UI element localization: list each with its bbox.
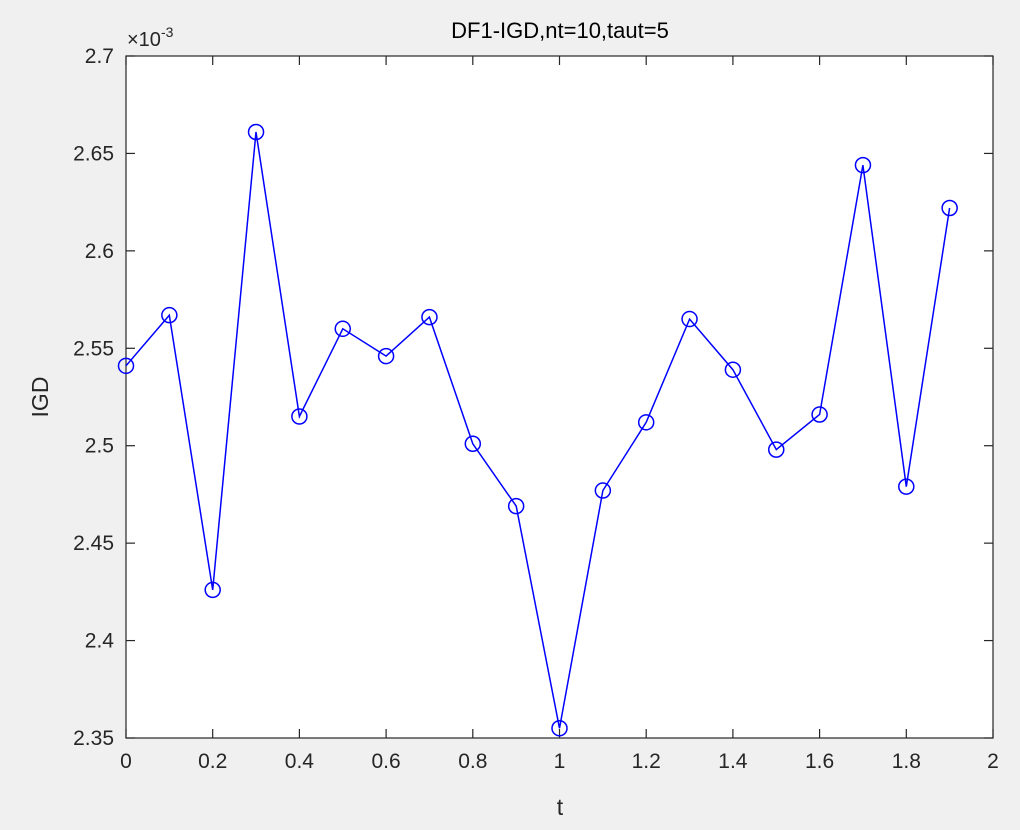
x-tick-label: 1.2 bbox=[632, 750, 661, 773]
series-line bbox=[125, 131, 951, 729]
data-point bbox=[247, 123, 265, 141]
data-point bbox=[637, 414, 655, 431]
data-point bbox=[768, 441, 785, 458]
x-tick-label: 0.4 bbox=[285, 750, 315, 773]
data-point bbox=[898, 478, 915, 495]
data-point bbox=[724, 361, 742, 378]
y-tick-label: 2.45 bbox=[73, 532, 114, 555]
x-tick-label: 0.6 bbox=[371, 750, 400, 773]
data-point bbox=[854, 156, 872, 174]
x-tick-label: 0.2 bbox=[198, 750, 227, 773]
data-point bbox=[161, 306, 178, 324]
data-point bbox=[377, 347, 395, 365]
data-point bbox=[464, 435, 482, 453]
data-point bbox=[811, 406, 828, 423]
x-tick-label: 0.8 bbox=[458, 750, 487, 773]
data-point bbox=[551, 720, 568, 737]
y-tick-label: 2.7 bbox=[85, 45, 114, 68]
data-point bbox=[204, 581, 221, 599]
data-point bbox=[291, 408, 308, 425]
data-point bbox=[507, 497, 525, 515]
axis-ticks bbox=[125, 55, 994, 739]
y-tick-label: 2.6 bbox=[85, 240, 114, 263]
series-layer bbox=[117, 123, 958, 737]
y-exponent-power: -3 bbox=[161, 24, 174, 40]
tick-labels: 0 0.2 0.4 0.6 0.8 1 1.2 1.4 1.6 1.8 2 2.35 2.4 2.45 2.… bbox=[73, 45, 999, 773]
y-exponent-label: ×10-3 bbox=[127, 24, 174, 51]
y-tick-label: 2.65 bbox=[73, 142, 114, 165]
x-tick-label: 1.8 bbox=[892, 750, 921, 773]
y-tick-label: 2.4 bbox=[85, 630, 115, 653]
y-tick-label: 2.5 bbox=[85, 435, 114, 458]
x-tick-label: 1.4 bbox=[718, 750, 748, 773]
x-tick-label: 0 bbox=[120, 750, 132, 773]
y-tick-label: 2.55 bbox=[73, 337, 114, 360]
x-tick-label: 1.6 bbox=[805, 750, 834, 773]
x-axis-label: t bbox=[557, 794, 564, 820]
y-exponent-base: ×10 bbox=[127, 29, 161, 51]
data-point bbox=[941, 199, 958, 217]
y-tick-label: 2.35 bbox=[73, 727, 114, 750]
data-point bbox=[681, 310, 698, 328]
data-point bbox=[117, 357, 135, 375]
data-point bbox=[334, 320, 351, 338]
data-point bbox=[421, 308, 438, 326]
x-tick-label: 2 bbox=[987, 750, 999, 773]
y-axis-label: IGD bbox=[27, 377, 53, 418]
x-tick-label: 1 bbox=[554, 750, 566, 773]
plot-area bbox=[125, 55, 994, 739]
data-point bbox=[594, 482, 612, 499]
chart-title: DF1-IGD,nt=10,taut=5 bbox=[451, 18, 669, 43]
